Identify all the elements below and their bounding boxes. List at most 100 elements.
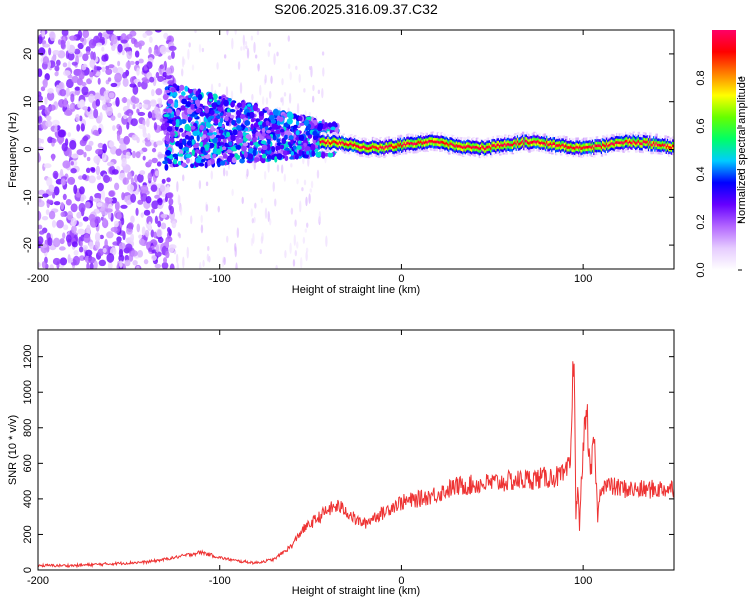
spectrogram-cell <box>426 132 429 136</box>
spectrogram-cell <box>374 142 377 146</box>
spectrogram-cell <box>67 176 76 185</box>
spectrogram-cell <box>355 139 358 143</box>
spectrogram-cell <box>267 138 271 145</box>
spectrogram-cell <box>556 141 559 145</box>
spectrogram-cell <box>260 197 263 204</box>
spectrogram-cell <box>379 145 382 149</box>
spectrogram-cell <box>614 133 618 137</box>
spectrogram-cell <box>346 145 349 149</box>
spectrogram-cell <box>482 145 485 149</box>
spectrogram-cell <box>513 136 516 140</box>
spectrogram-cell <box>431 139 434 143</box>
spectrogram-cell <box>622 133 625 137</box>
spectrogram-cell <box>500 143 503 147</box>
spectrogram-cell <box>549 139 553 143</box>
spectrogram-cell <box>217 205 220 213</box>
spectrogram-cell <box>451 151 455 155</box>
spectrogram-cell <box>618 138 621 142</box>
spectrogram-cell <box>604 149 607 153</box>
spectrogram-cell <box>485 149 488 153</box>
spectrogram-cell <box>467 146 470 150</box>
spectrogram-cell <box>425 137 428 141</box>
spectrogram-cell <box>613 140 616 144</box>
spectrogram-cell <box>656 146 660 150</box>
spectrogram-cell <box>202 259 205 268</box>
spectrogram-cell <box>570 142 573 146</box>
spectrogram-cell <box>121 157 127 167</box>
spectrogram-cell <box>668 153 671 157</box>
spectrogram-cell <box>479 154 483 158</box>
spectrogram-cell <box>562 143 566 147</box>
spectrogram-cell <box>575 137 578 141</box>
spectrogram-cell <box>251 217 255 224</box>
spectrogram-cell <box>370 143 373 147</box>
spectrogram-cell <box>399 150 403 154</box>
spectrogram-cell <box>406 133 409 137</box>
spectrogram-cell <box>392 140 395 144</box>
spectrogram-cell <box>401 152 404 156</box>
spectrogram-cell <box>590 143 593 147</box>
spectrogram-cell <box>225 121 230 126</box>
spectrogram-cell <box>42 56 50 65</box>
spectrogram-cell <box>373 148 376 152</box>
spectrogram-cell <box>666 146 670 150</box>
spectrogram-cell <box>519 136 522 140</box>
spectrogram-cell <box>553 134 557 138</box>
spectrogram-cell <box>609 137 613 141</box>
spectrogram-cell <box>599 144 602 148</box>
spectrogram-cell <box>79 186 85 195</box>
spectrogram-cell <box>572 154 576 158</box>
spectrogram-cell <box>670 141 674 145</box>
spectrogram-cell <box>343 134 347 138</box>
spectrogram-cell <box>636 138 639 142</box>
spectrogram-cell <box>357 145 361 149</box>
spectrogram-cell <box>448 149 451 153</box>
spectrogram-cell <box>523 144 526 148</box>
spectrogram-cell <box>557 143 560 147</box>
spectrogram-cell <box>600 137 604 141</box>
spectrogram-cell <box>530 143 534 147</box>
spectrogram-cell <box>455 141 459 145</box>
spectrogram-cell <box>328 146 331 150</box>
spectrogram-cell <box>547 145 550 149</box>
spectrogram-cell <box>511 151 515 155</box>
spectrogram-cell <box>350 136 353 140</box>
spectrogram-cell <box>496 151 499 155</box>
spectrogram-cell <box>367 141 371 145</box>
spectrogram-cell <box>112 125 116 131</box>
spectrogram-cell <box>628 132 632 136</box>
spectrogram-cell <box>453 149 456 153</box>
spectrogram-cell <box>374 137 377 141</box>
spectrogram-cell <box>365 146 368 150</box>
spectrogram-cell <box>60 178 66 186</box>
spectrogram-cell <box>493 141 497 145</box>
spectrogram-cell <box>496 148 499 152</box>
spectrogram-cell <box>504 136 507 140</box>
spectrogram-cell <box>293 124 298 129</box>
spectrogram-cell <box>599 146 602 150</box>
spectrogram-cell <box>379 152 382 156</box>
spectrogram-cell <box>570 137 573 141</box>
spectrogram-cell <box>148 247 153 252</box>
spectrogram-cell <box>586 150 590 154</box>
spectrogram-cell <box>605 139 609 143</box>
spectrogram-cell <box>454 147 457 151</box>
spectrogram-cell <box>311 95 315 103</box>
spectrogram-cell <box>490 138 493 142</box>
spectrogram-cell <box>324 144 328 148</box>
spectrogram-cell <box>554 144 558 148</box>
spectrogram-cell <box>599 149 602 153</box>
spectrogram-cell <box>378 155 381 159</box>
spectrogram-cell <box>299 200 302 213</box>
spectrogram-cell <box>520 143 524 147</box>
spectrogram-cell <box>418 141 422 145</box>
spectrogram-cell <box>467 139 470 143</box>
spectrogram-cell <box>580 146 583 150</box>
spectrogram-cell <box>201 158 206 163</box>
spectrogram-cell <box>226 112 232 117</box>
spectrogram-cell <box>404 146 408 150</box>
spectrogram-cell <box>140 192 148 202</box>
spectrogram-cell <box>506 150 510 154</box>
colorbar-tick-label: 0.0 <box>695 262 707 277</box>
spectrogram-cell <box>477 146 480 150</box>
